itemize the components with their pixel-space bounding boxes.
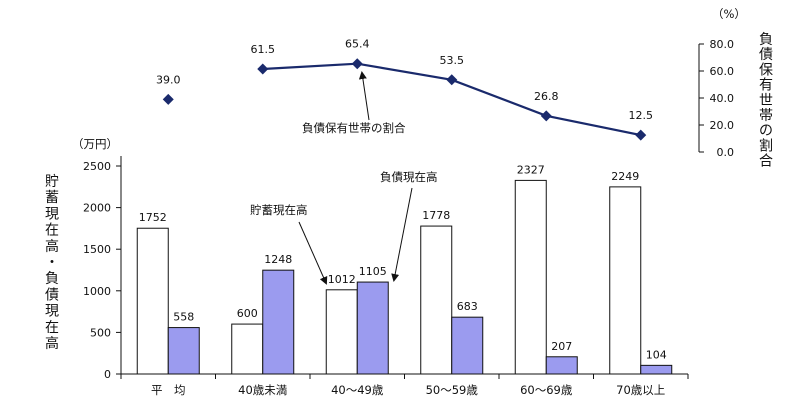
ratio-arrow — [358, 71, 370, 121]
ratio-marker — [635, 129, 647, 141]
ratio-axis: 0.0 20.0 40.0 60.0 80.0 — [698, 38, 735, 159]
ratio-value-label: 26.8 — [534, 90, 559, 103]
debt-bar — [640, 364, 673, 375]
savings-value-label: 1012 — [328, 273, 356, 286]
debt-bar — [167, 327, 200, 375]
savings-value-label: 2327 — [517, 163, 545, 176]
ratio-y-tick-label: 0.0 — [717, 146, 735, 159]
category-label: 70歳以上 — [616, 383, 665, 397]
debt-bar — [545, 356, 578, 375]
savings-annotation: 貯蓄現在高 — [250, 203, 308, 217]
savings-bar — [136, 227, 169, 375]
savings-value-label: 2249 — [611, 170, 639, 183]
savings-bar — [514, 179, 547, 375]
savings-value-label: 1778 — [422, 209, 450, 222]
category-label: 50～59歳 — [426, 383, 479, 397]
debt-bar — [451, 316, 484, 375]
ratio-value-label: 12.5 — [629, 109, 654, 122]
ratio-marker — [162, 93, 174, 105]
debt-value-label: 1248 — [264, 253, 292, 266]
left-axis-unit: （万円） — [72, 137, 118, 151]
debt-arrow — [391, 187, 413, 282]
bar-y-tick-label: 1500 — [83, 243, 111, 256]
ratio-marker — [257, 63, 269, 75]
debt-value-label: 1105 — [359, 265, 387, 278]
savings-value-label: 1752 — [139, 211, 167, 224]
category-labels: 平 均 40歳未満 40～49歳 50～59歳 60～69歳 70歳以上 — [151, 383, 665, 397]
bar-y-tick-label: 2500 — [83, 160, 111, 173]
ratio-marker — [446, 74, 458, 86]
category-label: 60～69歳 — [520, 383, 573, 397]
debt-value-label: 207 — [551, 340, 572, 353]
ratio-value-label: 65.4 — [345, 38, 370, 51]
ratio-y-tick-label: 40.0 — [710, 92, 735, 105]
ratio-value-label: 53.5 — [440, 54, 465, 67]
ratio-annotation: 負債保有世帯の割合 — [302, 121, 406, 135]
ratio-y-tick-label: 60.0 — [710, 65, 735, 78]
debt-bar — [356, 281, 389, 375]
bar-y-tick-label: 1000 — [83, 285, 111, 298]
debt-value-label: 558 — [173, 311, 194, 324]
savings-bar — [420, 225, 453, 375]
bar-y-tick-label: 0 — [104, 368, 111, 381]
debt-bar — [262, 269, 295, 375]
bar-series: 1752 600 1012 1778 2327 2249 558 1248 1105 683 207… — [136, 163, 673, 375]
right-axis-title: 負債保有世帯の割合 — [759, 32, 773, 170]
bar-axis: 0 500 1000 1500 2000 2500 — [83, 156, 689, 381]
ratio-y-tick-label: 20.0 — [710, 119, 735, 132]
ratio-y-tick-label: 80.0 — [710, 38, 735, 51]
ratio-value-label: 61.5 — [251, 43, 276, 56]
category-label: 40歳未満 — [238, 383, 287, 397]
savings-bar — [325, 289, 358, 375]
right-axis-unit: （%） — [712, 7, 746, 21]
ratio-marker — [351, 58, 363, 70]
bar-y-tick-label: 2000 — [83, 202, 111, 215]
savings-bar — [609, 186, 642, 375]
savings-arrow — [298, 221, 328, 285]
debt-value-label: 104 — [646, 348, 667, 361]
debt-value-label: 683 — [457, 300, 478, 313]
left-axis-title: 貯蓄現在高・負債現在高 — [45, 174, 59, 352]
ratio-series: 39.0 61.5 65.4 53.5 26.8 12.5 — [156, 38, 653, 141]
savings-bar — [231, 323, 264, 375]
ratio-marker — [540, 110, 552, 122]
bar-y-tick-label: 500 — [90, 326, 111, 339]
category-label: 平 均 — [151, 383, 186, 397]
category-label: 40～49歳 — [331, 383, 384, 397]
savings-value-label: 600 — [237, 307, 258, 320]
debt-annotation: 負債現在高 — [380, 170, 438, 184]
ratio-value-label: 39.0 — [156, 73, 181, 86]
